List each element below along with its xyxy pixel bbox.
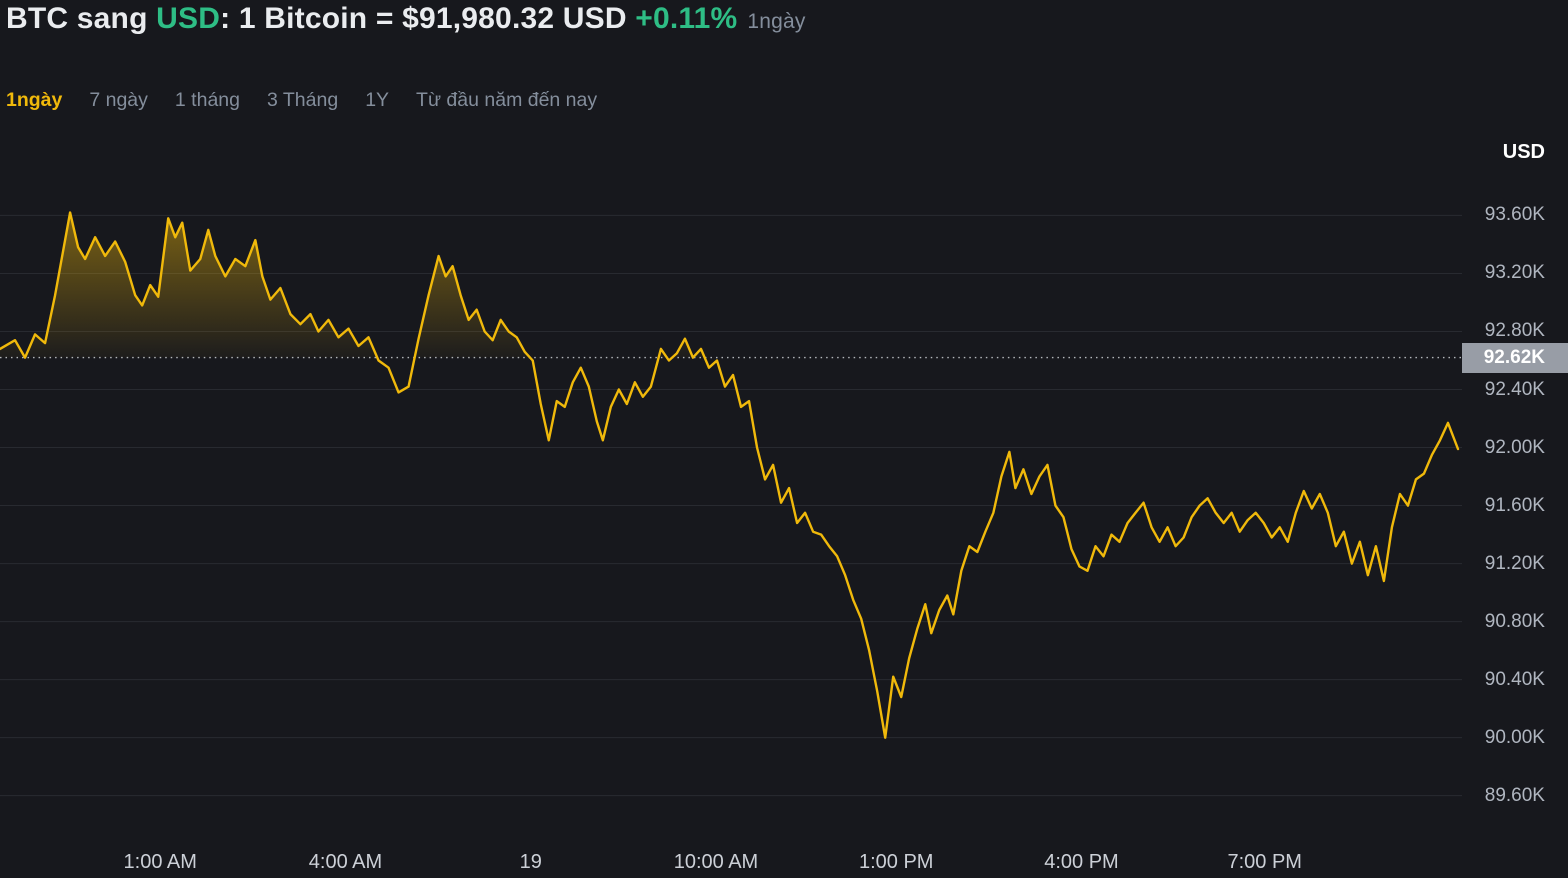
- tab-3-months[interactable]: 3 Tháng: [266, 89, 339, 111]
- x-axis-tick: 4:00 AM: [308, 851, 383, 873]
- y-axis-tick: 91.60K: [1484, 494, 1545, 516]
- x-axis: 1:00 AM 4:00 AM 19 10:00 AM 1:00 PM 4:00 PM 7:…: [0, 851, 1462, 878]
- tab-1-month[interactable]: 1 tháng: [174, 89, 240, 111]
- change-period-label: 1ngày: [747, 10, 806, 33]
- range-tabs: 1ngày 7 ngày 1 tháng 3 Tháng 1Y Từ đầu n…: [6, 89, 597, 112]
- last-price-badge: 92.62K: [1462, 342, 1568, 373]
- tab-1-year[interactable]: 1Y: [365, 89, 390, 111]
- price-equation: : 1 Bitcoin = $91,980.32 USD: [220, 2, 636, 35]
- page-title: BTC sang USD: 1 Bitcoin = $91,980.32 USD…: [6, 2, 806, 36]
- y-axis-tick: 90.80K: [1484, 610, 1545, 632]
- y-axis-tick: 90.00K: [1484, 726, 1545, 748]
- tab-year-to-date[interactable]: Từ đầu năm đến nay: [416, 89, 598, 111]
- y-axis-tick: 91.20K: [1484, 552, 1545, 574]
- y-axis-tick: 92.80K: [1484, 320, 1545, 342]
- x-axis-tick: 1:00 PM: [858, 851, 934, 873]
- quote-currency-label: USD: [156, 2, 221, 35]
- x-axis-tick: 19: [519, 851, 542, 873]
- y-axis-tick: 92.00K: [1484, 436, 1545, 458]
- x-axis-tick: 10:00 AM: [673, 851, 759, 873]
- pair-label: BTC sang: [6, 2, 157, 35]
- x-axis-tick: 7:00 PM: [1227, 851, 1302, 873]
- x-axis-tick: 1:00 AM: [123, 851, 197, 873]
- tab-1-day[interactable]: 1ngày: [6, 89, 63, 111]
- price-line-svg: [0, 211, 1462, 797]
- y-axis-tick: 90.40K: [1484, 668, 1545, 690]
- y-axis-tick: 93.20K: [1484, 262, 1545, 284]
- tab-7-days[interactable]: 7 ngày: [89, 89, 148, 111]
- y-axis-tick: 89.60K: [1484, 784, 1545, 806]
- y-axis: 93.60K 93.20K 92.80K 92.40K 92.00K 91.60K 91.2…: [1462, 140, 1568, 845]
- y-axis-tick: 93.60K: [1484, 204, 1545, 226]
- axis-currency-label: USD: [1502, 141, 1545, 163]
- y-axis-tick: 92.40K: [1484, 378, 1545, 400]
- x-axis-tick: 4:00 PM: [1044, 851, 1119, 873]
- price-chart[interactable]: [0, 140, 1462, 845]
- price-change-badge: +0.11%: [635, 2, 738, 35]
